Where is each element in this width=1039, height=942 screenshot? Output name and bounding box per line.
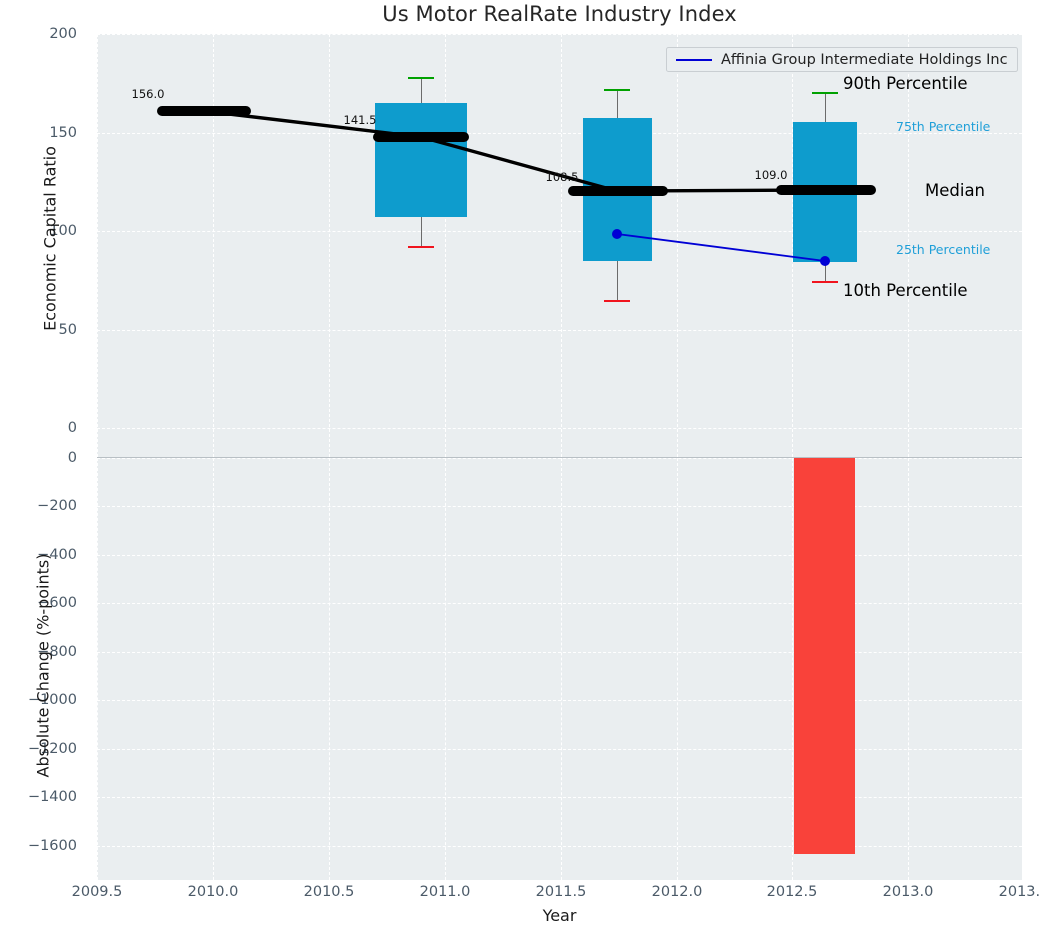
gridline-h <box>97 458 1022 459</box>
absolute-change-bar-2013 <box>794 458 855 854</box>
cap-p90-2012 <box>604 89 630 91</box>
cap-p90-2013 <box>812 92 838 94</box>
xtick-label: 2013.5 <box>998 884 1039 900</box>
gridline-v <box>445 458 446 880</box>
gridline-v <box>213 458 214 880</box>
gridline-v <box>677 458 678 880</box>
cap-p10-2012 <box>604 300 630 302</box>
gridline-v <box>97 34 98 457</box>
cap-p10-2013 <box>812 281 838 283</box>
box-2011 <box>375 103 467 217</box>
ytick-label: −1600 <box>27 838 77 854</box>
bottom-plot-area <box>97 458 1025 880</box>
xtick-label: 2011.5 <box>535 884 587 900</box>
gridline-v <box>677 34 678 457</box>
gridline-h <box>97 555 1022 556</box>
gridline-v <box>908 458 909 880</box>
ytick-label: 0 <box>67 420 77 436</box>
xtick-label: 2012.0 <box>651 884 703 900</box>
ytick-label: −600 <box>37 595 77 611</box>
cap-p10-2011 <box>408 246 434 248</box>
gridline-h <box>97 34 1022 35</box>
gridline-h <box>97 603 1022 604</box>
annotation-median: Median <box>925 181 986 200</box>
gridline-v <box>213 34 214 457</box>
ytick-label: 150 <box>49 125 77 141</box>
legend-line-swatch <box>676 58 712 61</box>
median-bar-2013 <box>776 185 876 195</box>
ytick-label: 0 <box>67 450 77 466</box>
gridline-h <box>97 133 1022 134</box>
bottom-y-axis: 0 −200 −400 −600 −800 −1000 −1200 −1400 … <box>0 450 87 880</box>
ytick-label: 200 <box>49 26 77 42</box>
annotation-10th-percentile: 10th Percentile <box>843 281 968 300</box>
xtick-label: 2013.0 <box>882 884 934 900</box>
gridline-v <box>561 458 562 880</box>
page-title: Us Motor RealRate Industry Index <box>382 2 737 26</box>
gridline-h <box>97 330 1022 331</box>
xtick-label: 2010.0 <box>187 884 239 900</box>
gridline-h <box>97 506 1022 507</box>
xtick-label: 2012.5 <box>766 884 818 900</box>
ytick-label: −1400 <box>27 789 77 805</box>
gridline-h <box>97 846 1022 847</box>
xtick-label: 2010.5 <box>303 884 355 900</box>
top-y-axis: 200 150 100 50 0 <box>0 26 87 458</box>
median-bar-2012 <box>568 186 668 196</box>
gridline-h <box>97 749 1022 750</box>
median-label-2011: 141.5 <box>343 113 377 127</box>
median-label-2013: 109.0 <box>754 168 788 182</box>
ytick-label: 100 <box>49 223 77 239</box>
annotation-90th-percentile: 90th Percentile <box>843 74 968 93</box>
median-label-2010: 156.0 <box>131 87 165 101</box>
ytick-label: −1200 <box>27 741 77 757</box>
ytick-label: −800 <box>37 644 77 660</box>
gridline-v <box>908 34 909 457</box>
annotation-75th-percentile: 75th Percentile <box>896 119 991 134</box>
ytick-label: −1000 <box>27 692 77 708</box>
gridline-v <box>1024 458 1025 880</box>
median-label-2012: 108.5 <box>545 170 579 184</box>
gridline-h <box>97 231 1022 232</box>
cap-p90-2011 <box>408 77 434 79</box>
gridline-h <box>97 652 1022 653</box>
y-axis-title-bottom: Absolute Change (%-points) <box>33 553 53 778</box>
y-axis-title-top: Economic Capital Ratio <box>40 146 60 331</box>
median-bar-2010 <box>157 106 251 116</box>
ytick-label: 50 <box>58 322 77 338</box>
x-axis-title: Year <box>542 906 577 925</box>
legend-series-label: Affinia Group Intermediate Holdings Inc <box>721 51 1008 68</box>
annotation-25th-percentile: 25th Percentile <box>896 242 991 257</box>
gridline-v <box>329 34 330 457</box>
ytick-label: −200 <box>37 498 77 514</box>
gridline-h <box>97 797 1022 798</box>
gridline-v <box>97 458 98 880</box>
gridline-v <box>561 34 562 457</box>
xtick-label: 2011.0 <box>419 884 471 900</box>
gridline-v <box>329 458 330 880</box>
gridline-v <box>1024 34 1025 457</box>
median-bar-2011 <box>373 132 469 142</box>
gridline-v <box>445 34 446 457</box>
xtick-label: 2009.5 <box>71 884 123 900</box>
legend[interactable]: Affinia Group Intermediate Holdings Inc <box>666 47 1018 72</box>
gridline-v <box>792 458 793 880</box>
gridline-h <box>97 428 1022 429</box>
top-plot-area <box>97 34 1025 458</box>
gridline-h <box>97 700 1022 701</box>
ytick-label: −400 <box>37 547 77 563</box>
